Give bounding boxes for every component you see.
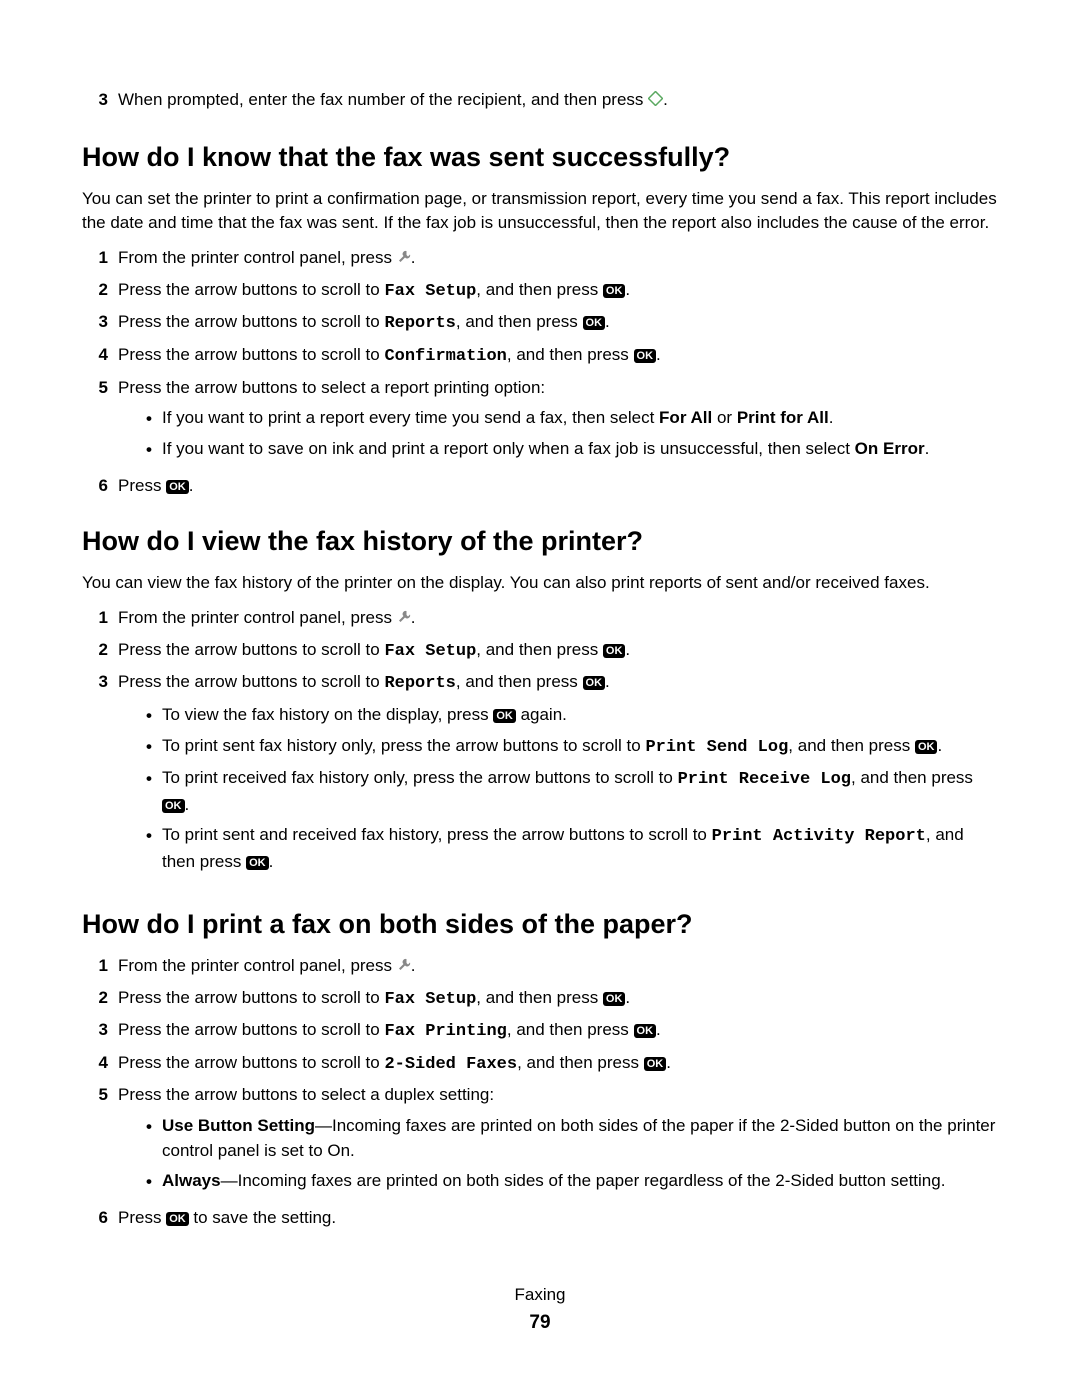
step-text: Press the arrow buttons to scroll to Fax…	[118, 1018, 998, 1045]
page-footer: Faxing 79	[0, 1283, 1080, 1337]
step-num: 6	[82, 1206, 118, 1231]
step-num: 1	[82, 246, 118, 271]
step-text: Press the arrow buttons to select a repo…	[118, 376, 998, 468]
step-num: 1	[82, 954, 118, 979]
step-num: 3	[82, 670, 118, 695]
step-text: From the printer control panel, press .	[118, 954, 998, 980]
step-num: 3	[82, 310, 118, 335]
ok-icon: OK	[493, 709, 516, 723]
ok-icon: OK	[915, 740, 938, 754]
step-num: 3	[82, 1018, 118, 1043]
ok-icon: OK	[603, 992, 626, 1006]
bullet-dot-icon: •	[146, 1169, 162, 1190]
ok-icon: OK	[583, 316, 606, 330]
step-text: Press the arrow buttons to scroll to Rep…	[118, 670, 998, 880]
bullet-dot-icon: •	[146, 437, 162, 458]
ok-icon: OK	[246, 856, 269, 870]
bullet-item: •To print sent and received fax history,…	[118, 823, 998, 874]
step-text: From the printer control panel, press .	[118, 246, 998, 272]
list-item: 5Press the arrow buttons to select a dup…	[82, 1083, 998, 1200]
section-heading-confirm: How do I know that the fax was sent succ…	[82, 138, 998, 177]
list-item: 3Press the arrow buttons to scroll to Re…	[82, 670, 998, 880]
bullet-dot-icon: •	[146, 703, 162, 724]
step-text: From the printer control panel, press .	[118, 606, 998, 632]
ok-icon: OK	[166, 1212, 189, 1226]
bullet-list: •To view the fax history on the display,…	[118, 703, 998, 875]
section1-steps: 1From the printer control panel, press .…	[82, 246, 998, 498]
step-num: 3	[82, 88, 118, 113]
ok-icon: OK	[634, 1024, 657, 1038]
list-item: 1From the printer control panel, press .	[82, 954, 998, 980]
list-item: 2Press the arrow buttons to scroll to Fa…	[82, 278, 998, 305]
ok-icon: OK	[603, 644, 626, 658]
ok-icon: OK	[162, 799, 185, 813]
bullet-dot-icon: •	[146, 766, 162, 787]
wrench-icon	[397, 247, 411, 272]
ok-icon: OK	[644, 1057, 667, 1071]
list-item: 1From the printer control panel, press .	[82, 246, 998, 272]
bullet-list: •If you want to print a report every tim…	[118, 406, 998, 461]
list-item: 3Press the arrow buttons to scroll to Fa…	[82, 1018, 998, 1045]
bullet-dot-icon: •	[146, 406, 162, 427]
step-text: Press the arrow buttons to scroll to Fax…	[118, 278, 998, 305]
step-num: 2	[82, 986, 118, 1011]
step-text: Press the arrow buttons to select a dupl…	[118, 1083, 998, 1200]
step-num: 2	[82, 638, 118, 663]
footer-page-num: 79	[0, 1309, 1080, 1337]
bullet-dot-icon: •	[146, 734, 162, 755]
step-num: 6	[82, 474, 118, 499]
ok-icon: OK	[634, 349, 657, 363]
bullet-dot-icon: •	[146, 823, 162, 844]
section-heading-duplex: How do I print a fax on both sides of th…	[82, 905, 998, 944]
section-body: You can set the printer to print a confi…	[82, 187, 998, 236]
step-text: Press the arrow buttons to scroll to 2-S…	[118, 1051, 998, 1078]
step-num: 1	[82, 606, 118, 631]
bullet-item: •To print sent fax history only, press t…	[118, 734, 998, 761]
wrench-icon	[397, 607, 411, 632]
bullet-list: •Use Button Setting—Incoming faxes are p…	[118, 1114, 998, 1194]
ok-icon: OK	[166, 480, 189, 494]
bullet-item: •Use Button Setting—Incoming faxes are p…	[118, 1114, 998, 1163]
bullet-item: •To print received fax history only, pre…	[118, 766, 998, 817]
step-num: 2	[82, 278, 118, 303]
step-text: Press OK.	[118, 474, 998, 499]
list-item: 5Press the arrow buttons to select a rep…	[82, 376, 998, 468]
list-item: 2Press the arrow buttons to scroll to Fa…	[82, 638, 998, 665]
intro-list: 3 When prompted, enter the fax number of…	[82, 88, 998, 114]
step-num: 5	[82, 1083, 118, 1108]
step-text: Press the arrow buttons to scroll to Fax…	[118, 986, 998, 1013]
section-heading-history: How do I view the fax history of the pri…	[82, 522, 998, 561]
step-num: 5	[82, 376, 118, 401]
list-item: 1From the printer control panel, press .	[82, 606, 998, 632]
bullet-item: •Always—Incoming faxes are printed on bo…	[118, 1169, 998, 1194]
list-item: 3Press the arrow buttons to scroll to Re…	[82, 310, 998, 337]
list-item: 4Press the arrow buttons to scroll to Co…	[82, 343, 998, 370]
list-item: 6Press OK to save the setting.	[82, 1206, 998, 1231]
list-item: 2Press the arrow buttons to scroll to Fa…	[82, 986, 998, 1013]
bullet-item: •To view the fax history on the display,…	[118, 703, 998, 728]
step-num: 4	[82, 1051, 118, 1076]
step-text: When prompted, enter the fax number of t…	[118, 88, 998, 114]
section3-steps: 1From the printer control panel, press .…	[82, 954, 998, 1231]
step-text: Press the arrow buttons to scroll to Fax…	[118, 638, 998, 665]
step-text: Press the arrow buttons to scroll to Rep…	[118, 310, 998, 337]
list-item: 6Press OK.	[82, 474, 998, 499]
list-item: 4Press the arrow buttons to scroll to 2-…	[82, 1051, 998, 1078]
section2-steps: 1From the printer control panel, press .…	[82, 606, 998, 881]
bullet-item: •If you want to save on ink and print a …	[118, 437, 998, 462]
step-text: Press the arrow buttons to scroll to Con…	[118, 343, 998, 370]
step-num: 4	[82, 343, 118, 368]
start-diamond-icon	[648, 89, 663, 114]
ok-icon: OK	[603, 284, 626, 298]
footer-section: Faxing	[0, 1283, 1080, 1308]
section-body: You can view the fax history of the prin…	[82, 571, 998, 596]
wrench-icon	[397, 955, 411, 980]
document-page: 3 When prompted, enter the fax number of…	[0, 0, 1080, 1397]
ok-icon: OK	[583, 676, 606, 690]
bullet-dot-icon: •	[146, 1114, 162, 1135]
step-text: Press OK to save the setting.	[118, 1206, 998, 1231]
list-item: 3 When prompted, enter the fax number of…	[82, 88, 998, 114]
bullet-item: •If you want to print a report every tim…	[118, 406, 998, 431]
